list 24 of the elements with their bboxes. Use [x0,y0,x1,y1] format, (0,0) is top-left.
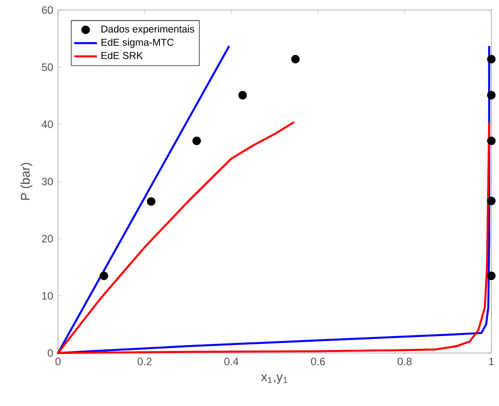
x-tick-label: 0 [55,358,61,366]
legend-label: EdE sigma-MTC [102,38,174,48]
point [238,90,247,100]
y-tick-label: 60 [42,6,53,14]
y-axis-title: P (bar) [20,162,32,200]
point [192,136,201,146]
x-tick-label: 0.2 [138,358,152,366]
x-axis-title: x$_{1}$,y$_{1}$ [261,374,288,384]
y-tick-label: 30 [42,178,53,186]
y-tick-label: 40 [42,120,53,128]
x-tick-label: 0.4 [224,358,238,366]
y-tick-label: 10 [42,292,53,300]
legend-label: Dados experimentais [102,25,194,35]
x-tick-label: 0.6 [311,358,325,366]
point [100,272,108,280]
point [146,197,156,206]
y-tick-label: 20 [42,234,53,242]
x-tick-label: 1 [489,358,494,366]
legend-label: EdE SRK [102,52,143,60]
y-tick-label: 50 [42,63,53,71]
point [291,54,300,64]
y-tick-label: 0 [48,349,53,357]
x-tick-label: 0.8 [398,358,412,366]
line-series [57,121,490,354]
